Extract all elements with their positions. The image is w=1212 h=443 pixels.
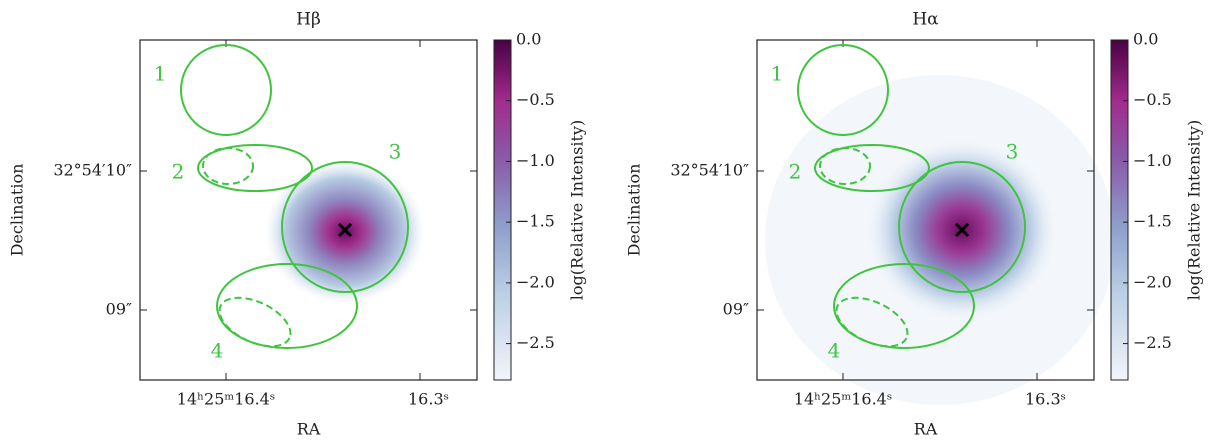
region-background: [218, 296, 292, 348]
colorbar-label: log(Relative Intensity): [1185, 120, 1204, 300]
y-axis-label: Declination: [625, 164, 644, 257]
x-tick-label: 14ʰ25ᵐ16.4ˢ: [177, 390, 275, 409]
region: [281, 161, 409, 293]
colorbar: [1110, 39, 1129, 381]
colorbar: [493, 39, 512, 381]
region-background: [835, 296, 909, 348]
colorbar-tick-label: 0.0: [516, 30, 541, 49]
colorbar-tick-label: −1.5: [1133, 212, 1172, 231]
region: [216, 263, 358, 349]
y-tick-label: 09″: [106, 300, 132, 319]
x-tick-label: 16.3ˢ: [408, 390, 449, 409]
region-background: [819, 147, 871, 185]
peak-marker: [954, 222, 970, 238]
x-tick-label: 16.3ˢ: [1025, 390, 1066, 409]
y-tick-label: 32°54′10″: [670, 161, 749, 180]
region-label: 3: [1006, 140, 1019, 164]
colorbar-tick-label: −2.0: [1133, 272, 1172, 291]
colorbar-label: log(Relative Intensity): [568, 120, 587, 300]
colorbar-tick-label: 0.0: [1133, 30, 1158, 49]
region: [814, 144, 930, 192]
region: [898, 161, 1026, 293]
colorbar-tick-label: −0.5: [1133, 90, 1172, 109]
region-label: 4: [211, 339, 224, 363]
colorbar-tick-label: −0.5: [516, 90, 555, 109]
panel-title: Hβ: [296, 10, 321, 30]
region: [197, 144, 313, 192]
colorbar-tick-label: −1.5: [516, 212, 555, 231]
y-tick-label: 32°54′10″: [53, 161, 132, 180]
colorbar-tick-label: −2.0: [516, 272, 555, 291]
colorbar-tick-label: −2.5: [516, 333, 555, 352]
region-background: [202, 147, 254, 185]
region-label: 1: [154, 62, 167, 86]
region-label: 1: [771, 62, 784, 86]
region-label: 3: [389, 140, 402, 164]
x-axis-label: RA: [297, 420, 321, 439]
region-label: 2: [789, 160, 802, 184]
panel-title: Hα: [912, 10, 939, 30]
y-tick-label: 09″: [723, 300, 749, 319]
y-axis-label: Declination: [8, 164, 27, 257]
colorbar-tick-label: −2.5: [1133, 333, 1172, 352]
region: [833, 263, 975, 349]
x-tick-label: 14ʰ25ᵐ16.4ˢ: [794, 390, 892, 409]
axes-frame: [756, 39, 1095, 381]
region-label: 4: [828, 339, 841, 363]
x-axis-label: RA: [914, 420, 938, 439]
axes-frame: [139, 39, 478, 381]
colorbar-tick-label: −1.0: [516, 151, 555, 170]
peak-marker: [337, 222, 353, 238]
colorbar-tick-label: −1.0: [1133, 151, 1172, 170]
region-label: 2: [172, 160, 185, 184]
region: [797, 44, 889, 136]
region: [180, 44, 272, 136]
